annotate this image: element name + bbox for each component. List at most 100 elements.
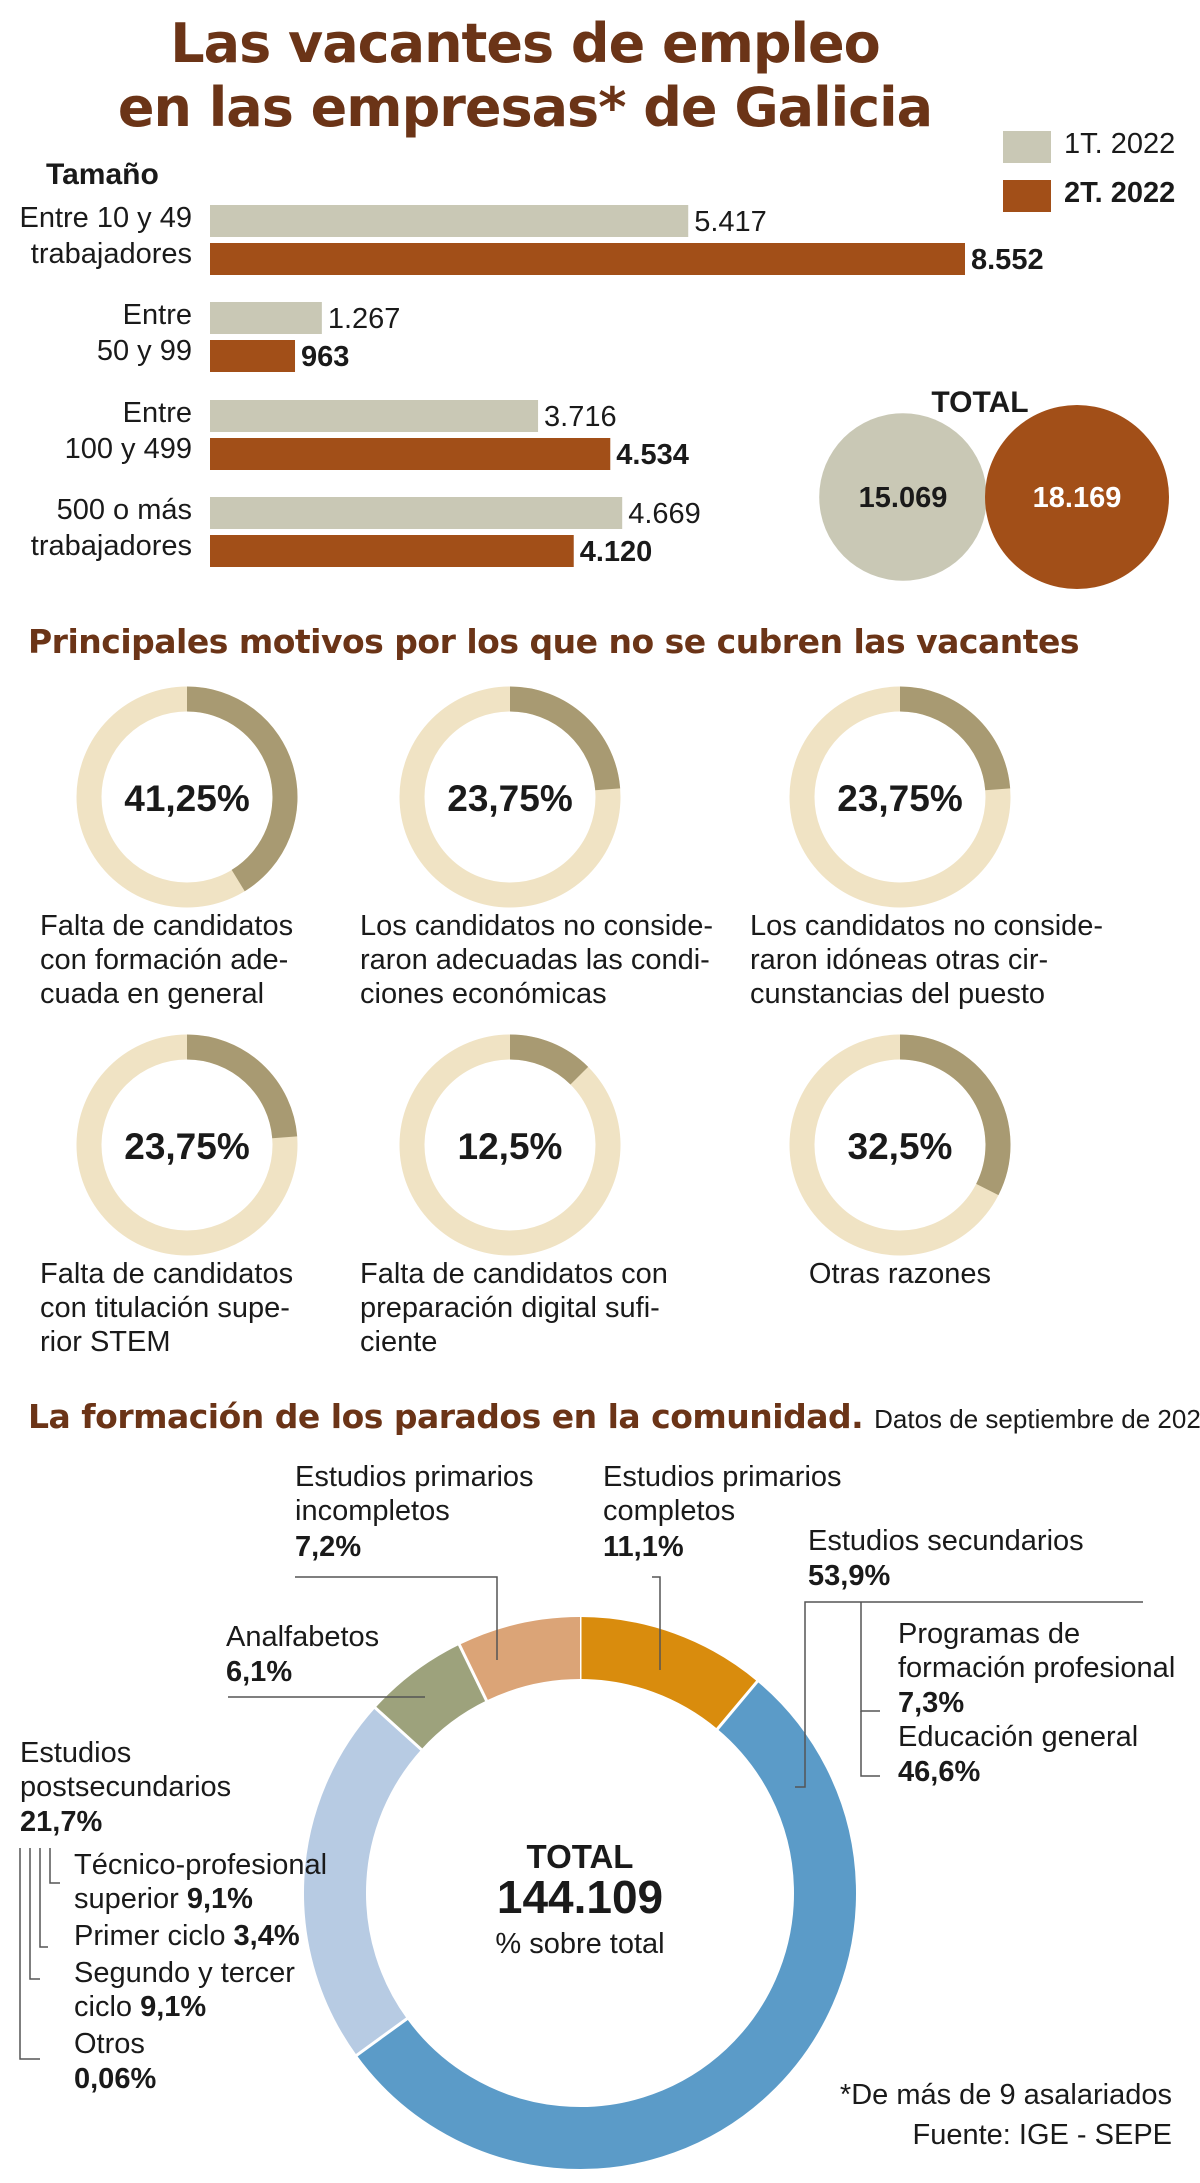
education-center-note: % sobre total [495,1928,664,1960]
education-subtitle: Datos de septiembre de 2022 [874,1404,1200,1434]
bar-q1-3 [210,497,623,529]
label-postsec-pct: 21,7% [20,1806,102,1838]
motive-caption-0-line2: con formación ade- [40,944,288,976]
category-label-1-line2: 50 y 99 [97,335,192,367]
label-analf-name: Analfabetos [226,1621,379,1653]
education-slice-2 [304,1707,422,2056]
label-prim-inc-line1: Estudios primarios [295,1461,534,1493]
category-label-3-line2: trabajadores [31,530,192,562]
label-fp-line2: formación profesional [898,1652,1175,1684]
education-center-value: 144.109 [497,1871,663,1923]
size-heading: Tamaño [46,158,159,191]
bar-value-q1-2: 3.716 [544,401,617,433]
leader-prim-com [652,1576,661,1670]
motive-caption-2-line1: Los candidatos no conside- [750,910,1103,942]
education-slice-1 [356,1681,856,2169]
motive-value-5: 32,5% [848,1126,953,1167]
category-label-2-line2: 100 y 499 [65,433,192,465]
leader-primer [39,1848,48,1948]
motive-caption-1-line2: raron adecuadas las condi- [360,944,710,976]
label-segundo-pct: 9,1% [140,1991,206,2023]
motive-caption-3-line2: con titulación supe- [40,1292,290,1324]
label-segundo-line2: ciclo 9,1% [74,1991,206,2023]
education-slice-0 [579,1617,758,1730]
leader-secundarios [795,1601,1143,1788]
bar-q2-1 [210,340,296,372]
education-center-title: TOTAL [527,1838,634,1875]
label-postsec-line1: Estudios [20,1737,131,1769]
motive-donut-arc-4 [509,1034,589,1085]
motive-value-3: 23,75% [124,1126,250,1167]
bar-q1-0 [210,205,689,237]
motive-caption-1-line1: Los candidatos no conside- [360,910,713,942]
bar-value-q1-3: 4.669 [628,498,701,530]
label-secund-pct: 53,9% [808,1560,890,1592]
label-primer-pct: 3,4% [234,1920,300,1952]
bar-value-q1-0: 5.417 [694,206,767,238]
category-label-1-line1: Entre [123,299,192,331]
education-slice-4 [459,1617,581,1701]
motive-caption-2-line3: cunstancias del puesto [750,978,1045,1010]
motive-caption-3-line1: Falta de candidatos [40,1258,293,1290]
total-bubble-q1 [819,413,987,581]
legend-label-q1: 1T. 2022 [1064,128,1176,160]
bar-q1-1 [210,302,322,334]
label-tec-prof-line2: superior 9,1% [74,1883,253,1915]
bar-value-q2-3: 4.120 [580,536,653,568]
motive-caption-4-line1: Falta de candidatos con [360,1258,668,1290]
motive-caption-0-line1: Falta de candidatos [40,910,293,942]
category-label-3-line1: 500 o más [57,494,192,526]
motive-value-4: 12,5% [458,1126,563,1167]
motive-donut-arc-2 [899,686,1011,791]
label-secund-name: Estudios secundarios [808,1525,1084,1557]
category-label-0-line2: trabajadores [31,238,192,270]
motive-donut-arc-1 [509,686,621,791]
label-prim-inc-line2: incompletos [295,1495,450,1527]
footnote: *De más de 9 asalariados [839,2079,1172,2111]
main-title-line1: Las vacantes de empleo [170,12,881,75]
label-segundo-line1: Segundo y tercer [74,1957,295,1989]
education-title: La formación de los parados en la comuni… [28,1397,1200,1436]
motive-donut-arc-3 [186,1034,298,1139]
education-slice-3 [375,1644,488,1750]
motive-value-2: 23,75% [837,778,963,819]
label-otros-name: Otros [74,2028,145,2060]
leader-postsec [19,1848,40,2060]
motive-value-0: 41,25% [124,778,250,819]
label-prim-com-line2: completos [603,1495,735,1527]
bar-value-q2-1: 963 [301,341,349,373]
leader-fp [860,1602,880,1712]
category-label-2-line1: Entre [123,397,192,429]
motive-caption-0-line3: cuada en general [40,978,264,1010]
label-analf-pct: 6,1% [226,1656,292,1688]
label-tec-prof-line1: Técnico-profesional [74,1849,327,1881]
legend-swatch-q1 [1003,131,1051,163]
label-prim-inc-pct: 7,2% [295,1531,361,1563]
motive-caption-1-line3: ciones económicas [360,978,607,1010]
motive-donut-arc-5 [899,1034,1011,1196]
legend-swatch-q2 [1003,180,1051,212]
total-value-q1: 15.069 [859,482,948,514]
bar-value-q1-1: 1.267 [328,303,401,335]
bar-value-q2-0: 8.552 [971,244,1044,276]
category-label-0-line1: Entre 10 y 49 [20,202,193,234]
label-primer-name: Primer ciclo 3,4% [74,1920,300,1952]
label-fp-line1: Programas de [898,1618,1080,1650]
label-prim-com-pct: 11,1% [603,1531,684,1563]
bar-value-q2-2: 4.534 [616,439,689,471]
motives-title: Principales motivos por los que no se cu… [28,622,1080,661]
label-edu-gen-name: Educación general [898,1721,1138,1753]
leader-segundo [29,1848,40,1980]
label-fp-pct: 7,3% [898,1687,964,1719]
leader-prim-inc [295,1576,498,1660]
label-edu-gen-pct: 46,6% [898,1756,980,1788]
education-slice-separator-4 [457,1642,489,1703]
label-otros-pct: 0,06% [74,2063,156,2095]
education-slice-separator-1 [715,1678,760,1732]
source: Fuente: IGE - SEPE [912,2119,1173,2151]
bar-q2-0 [210,243,965,275]
main-title: Las vacantes de empleo en las empresas* … [0,12,1050,140]
motive-caption-4-line2: preparación digital sufi- [360,1292,660,1324]
main-title-line2: en las empresas* de Galicia [117,76,933,139]
